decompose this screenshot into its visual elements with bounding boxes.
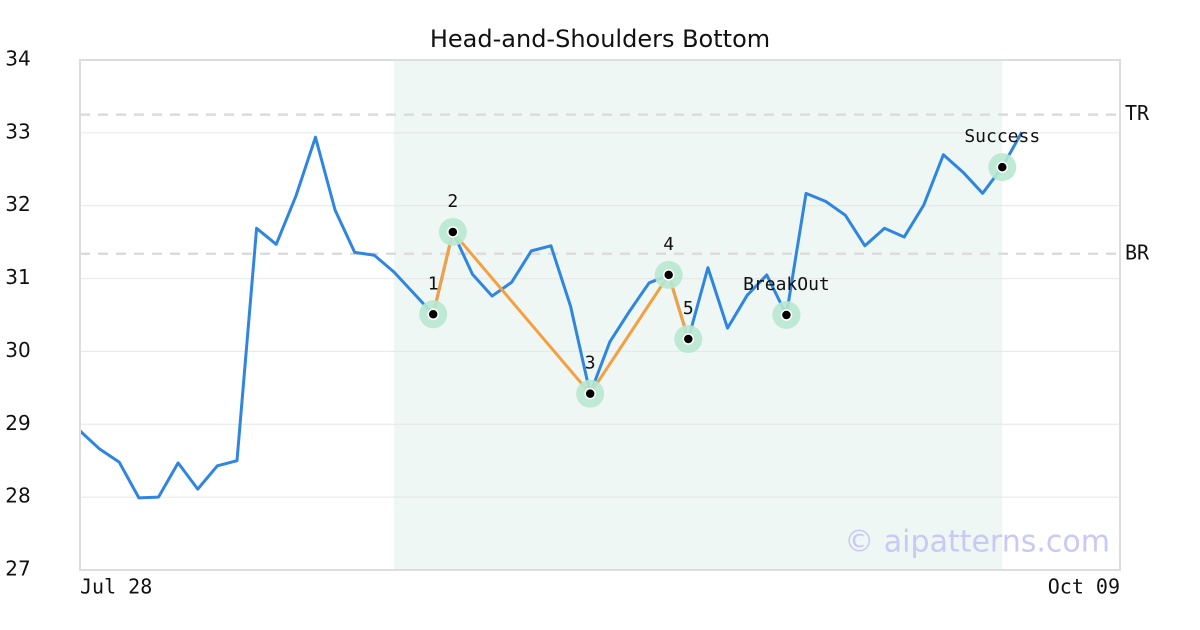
- price-line: [78, 131, 1024, 500]
- point-label: 3: [585, 353, 596, 374]
- chart-title: Head-and-Shoulders Bottom: [430, 25, 770, 53]
- point-label: 2: [447, 191, 458, 212]
- x-tick-label: Jul 28: [80, 575, 152, 599]
- y-tick-label: 27: [5, 557, 30, 581]
- plot-frame: [79, 59, 1121, 571]
- y-tick-label: 31: [5, 265, 30, 289]
- y-tick-label: 34: [5, 47, 30, 71]
- point-dot: [780, 309, 793, 321]
- point-dot: [447, 226, 459, 238]
- point-dot: [662, 269, 675, 281]
- level-label: TR: [1125, 101, 1150, 125]
- y-tick-label: 29: [5, 411, 30, 435]
- point-label: BreakOut: [743, 274, 830, 295]
- highlight-region: [393, 60, 1003, 570]
- x-tick-label: Oct 09: [1048, 575, 1120, 599]
- point-label: 1: [428, 273, 439, 294]
- point-dot: [427, 308, 439, 321]
- y-tick-label: 32: [5, 192, 30, 216]
- y-tick-label: 28: [5, 484, 30, 508]
- y-tick-label: 30: [5, 338, 30, 362]
- point-label: 4: [663, 234, 674, 255]
- point-dot: [996, 161, 1009, 173]
- level-label: BR: [1125, 240, 1150, 264]
- point-dot: [682, 333, 695, 345]
- point-dot: [584, 387, 596, 400]
- y-tick-label: 33: [5, 119, 30, 143]
- watermark: © aipatterns.com: [844, 525, 1110, 560]
- point-label: 5: [683, 298, 694, 319]
- point-label: Success: [964, 126, 1040, 147]
